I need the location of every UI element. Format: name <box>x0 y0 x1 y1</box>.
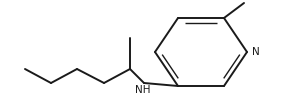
Text: N: N <box>252 47 260 57</box>
Text: NH: NH <box>135 85 151 95</box>
